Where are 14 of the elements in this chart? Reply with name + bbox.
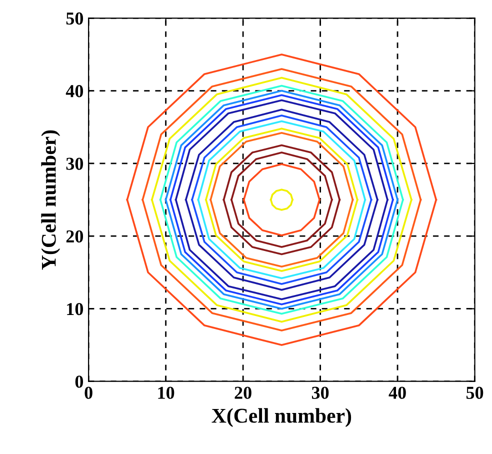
y-tick-label: 10	[67, 302, 84, 316]
x-tick-label: 0	[84, 386, 92, 399]
y-tick-label: 50	[66, 12, 84, 25]
x-tick-label: 30	[312, 386, 329, 399]
y-tick-label: 40	[66, 85, 84, 98]
y-tick-label: 0	[75, 376, 84, 388]
y-tick-label: 20	[66, 230, 84, 243]
y-axis-title: Y(Cell number)	[41, 130, 60, 270]
x-tick-label: 40	[388, 386, 406, 399]
x-tick-label: 50	[466, 386, 484, 399]
x-tick-label: 10	[158, 386, 174, 399]
x-axis-title: X(Cell number)	[212, 408, 352, 428]
x-tick-label: 20	[234, 386, 252, 399]
y-tick-label: 30	[66, 158, 84, 170]
